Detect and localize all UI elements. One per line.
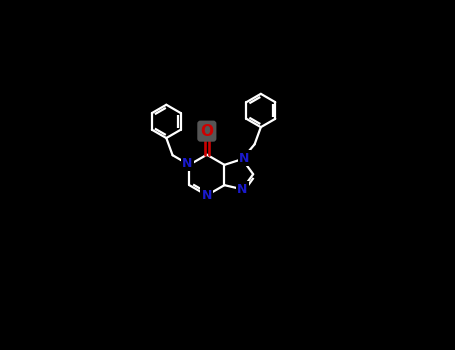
Text: N: N (239, 152, 249, 164)
Text: O: O (200, 124, 213, 139)
Text: N: N (182, 156, 193, 170)
Text: N: N (202, 189, 212, 202)
Text: N: N (237, 183, 248, 196)
